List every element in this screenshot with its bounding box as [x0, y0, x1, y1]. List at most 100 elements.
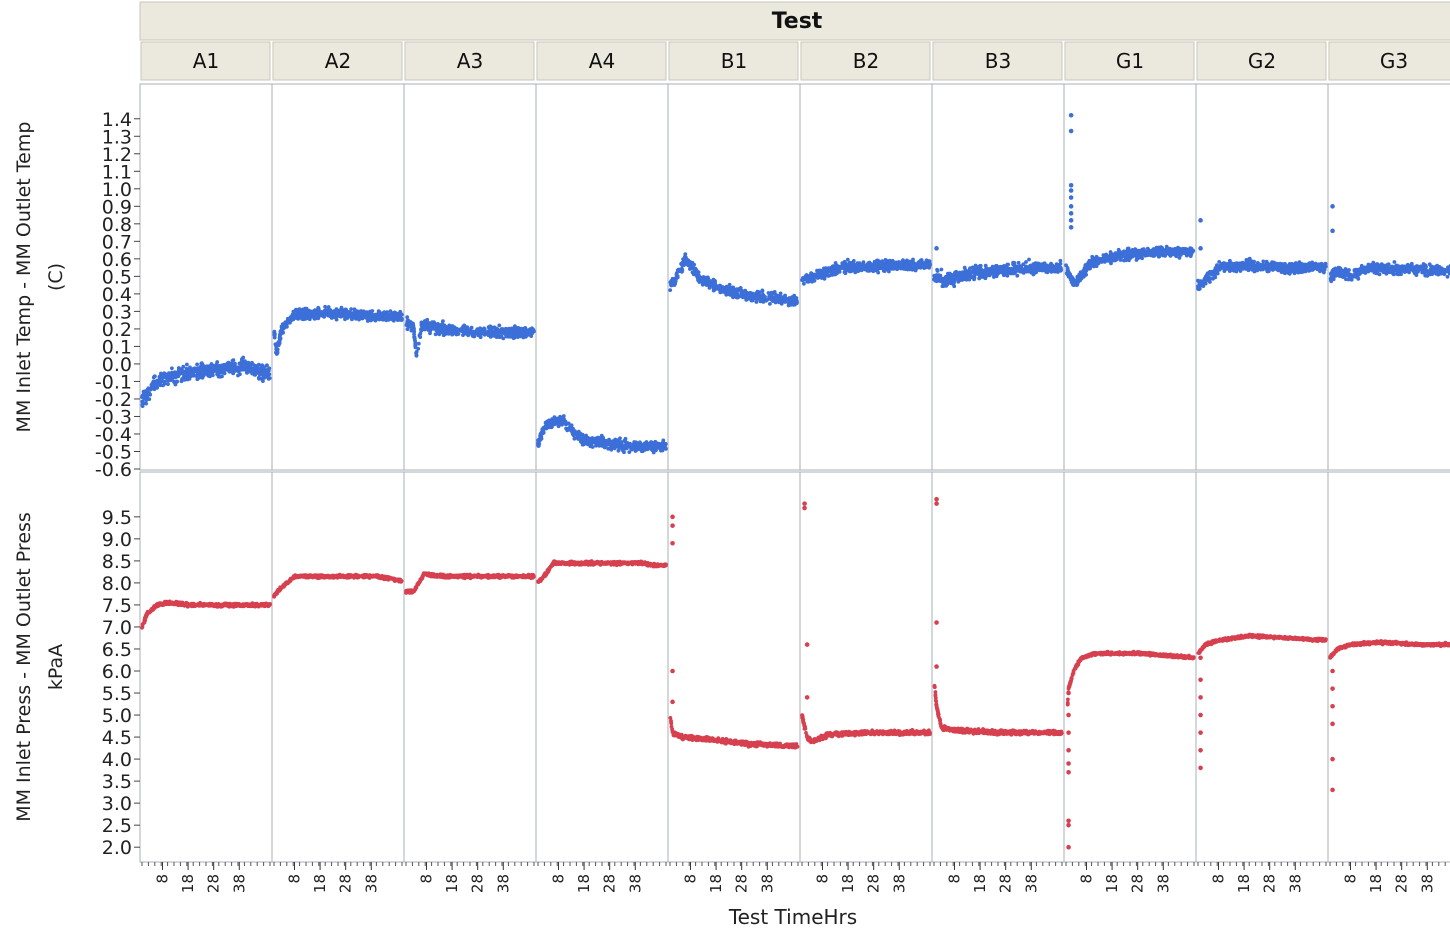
data-point	[469, 325, 474, 330]
group-header-band	[139, 1, 1450, 41]
data-point	[1321, 264, 1326, 269]
data-point	[1058, 268, 1063, 273]
data-point	[876, 270, 881, 275]
data-point	[312, 309, 317, 314]
data-point	[875, 265, 880, 270]
data-point	[830, 273, 835, 277]
data-point	[1151, 248, 1156, 252]
data-point	[943, 275, 948, 279]
data-point	[273, 342, 278, 347]
data-point	[650, 448, 655, 453]
data-point	[419, 320, 424, 325]
data-point	[622, 450, 626, 455]
data-point	[823, 266, 828, 270]
data-point	[316, 305, 321, 310]
data-point	[935, 267, 939, 272]
data-point	[321, 314, 326, 319]
data-point	[185, 362, 189, 367]
data-point	[928, 263, 932, 267]
data-point	[618, 436, 622, 441]
data-point	[565, 428, 570, 433]
data-point	[491, 325, 495, 330]
data-point	[220, 374, 224, 379]
data-point	[277, 336, 282, 341]
data-point	[188, 365, 192, 370]
data-point	[769, 297, 774, 301]
panel-label-B1: B1	[721, 49, 747, 73]
data-point	[350, 312, 355, 317]
data-point	[168, 372, 173, 377]
data-point	[1032, 269, 1036, 273]
data-point	[146, 386, 151, 391]
data-point	[851, 259, 856, 263]
data-point	[1015, 266, 1019, 271]
data-point	[1027, 269, 1031, 274]
data-point	[163, 381, 167, 386]
data-point	[669, 282, 674, 287]
data-point	[898, 261, 903, 266]
data-point	[327, 311, 332, 315]
data-point	[735, 288, 739, 292]
data-point	[697, 274, 701, 279]
data-point	[1246, 263, 1250, 268]
data-point	[661, 438, 666, 443]
data-point	[1078, 278, 1082, 283]
data-point	[170, 366, 174, 371]
data-point	[940, 284, 945, 289]
y-tick-label-temp: 0.2	[102, 319, 132, 341]
data-point	[1135, 252, 1140, 256]
data-point	[464, 331, 469, 336]
data-point	[478, 334, 482, 338]
data-point	[890, 262, 895, 267]
data-point	[231, 358, 236, 363]
data-point	[1002, 264, 1006, 268]
data-point	[1306, 262, 1310, 267]
data-point	[1155, 252, 1160, 257]
data-point	[344, 308, 349, 312]
data-point	[1067, 273, 1071, 278]
data-point	[880, 263, 885, 268]
data-point	[1108, 250, 1113, 254]
data-point	[541, 429, 546, 434]
panel-label-G1: G1	[1116, 49, 1144, 73]
data-point	[576, 429, 581, 434]
panel-header-G2	[1196, 41, 1327, 81]
panel-header-B1	[668, 41, 799, 81]
data-point	[650, 444, 655, 448]
data-point	[184, 366, 189, 371]
data-point	[1086, 265, 1091, 270]
panel-header-A1	[140, 41, 271, 81]
data-point	[830, 264, 835, 269]
y-tick-label-temp: 0.7	[102, 231, 132, 253]
data-point	[1081, 269, 1086, 274]
data-point	[1235, 264, 1240, 269]
data-point	[501, 330, 505, 335]
y-tick-label-temp: 1.2	[102, 144, 132, 166]
data-point	[1271, 261, 1276, 265]
panel-frame-temp-G2	[1195, 83, 1329, 471]
data-point	[177, 367, 182, 372]
data-point	[601, 444, 606, 448]
data-point	[1181, 246, 1185, 251]
data-point	[509, 329, 514, 334]
series-temp-A3	[404, 315, 536, 358]
data-point	[370, 315, 375, 320]
data-point	[801, 278, 806, 282]
data-point	[935, 273, 939, 277]
data-point	[1026, 265, 1031, 270]
data-point	[795, 300, 799, 305]
data-point	[982, 269, 987, 273]
data-point	[744, 298, 749, 302]
data-point	[411, 323, 416, 328]
data-point	[569, 427, 574, 432]
data-point	[413, 340, 418, 345]
data-point	[384, 318, 389, 323]
data-point	[910, 261, 915, 266]
data-point	[1258, 267, 1263, 272]
data-point	[406, 322, 411, 326]
data-point	[1286, 270, 1290, 275]
data-point	[1094, 261, 1099, 266]
y-tick-label-temp: -0.4	[95, 424, 132, 446]
data-point	[1201, 284, 1206, 288]
data-point	[590, 438, 594, 443]
